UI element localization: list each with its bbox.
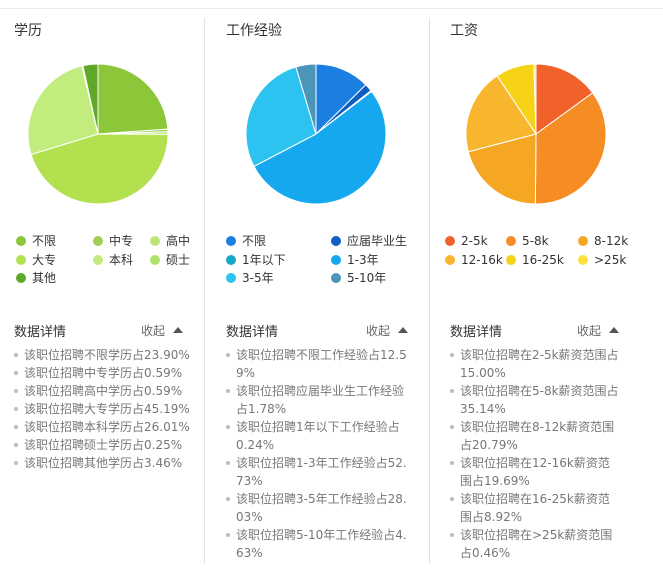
pie-slice[interactable]: [97, 63, 169, 135]
legend-marker-icon: [150, 254, 160, 265]
legend-label: 本科: [109, 252, 134, 267]
detail-item: 该职位招聘不限工作经验占12.59%: [226, 346, 408, 382]
pie-slice[interactable]: [467, 133, 537, 205]
detail-item: 该职位招聘其他学历占3.46%: [14, 454, 190, 472]
legend-label: 高中: [166, 234, 191, 248]
legend-marker-icon: [16, 254, 26, 265]
legend-label: 其他: [32, 271, 57, 285]
detail-header: 数据详情 收起: [226, 321, 411, 340]
legend-marker-icon: [93, 254, 103, 265]
detail-item: 该职位招聘在12-16k薪资范围占19.69%: [450, 454, 620, 490]
column-divider: [429, 18, 430, 564]
legend-marker-icon: [506, 254, 516, 265]
detail-item: 该职位招聘在8-12k薪资范围占20.79%: [450, 418, 620, 454]
salary-pie-chart: [465, 63, 607, 205]
detail-title: 数据详情: [14, 325, 67, 340]
legend-marker-icon: [16, 273, 26, 283]
education-pie-chart: [27, 63, 169, 205]
legend-marker-icon: [578, 236, 588, 246]
legend-label: 应届毕业生: [347, 234, 408, 248]
legend-label: 1-3年: [347, 252, 379, 267]
legend-marker-icon: [93, 236, 103, 246]
legend-label: >25k: [594, 252, 627, 267]
collapse-button[interactable]: 收起: [366, 324, 391, 338]
pie-slice[interactable]: [535, 63, 594, 135]
pie-slice[interactable]: [82, 63, 99, 135]
detail-item: 该职位招聘在>25k薪资范围占0.46%: [450, 526, 620, 562]
legend-marker-icon: [226, 254, 236, 265]
detail-item: 该职位招聘在5-8k薪资范围占35.14%: [450, 382, 620, 418]
detail-item: 该职位招聘不限学历占23.90%: [14, 346, 190, 364]
section-title: 工资: [450, 23, 478, 39]
collapse-button[interactable]: 收起: [141, 324, 166, 338]
legend-marker-icon: [445, 236, 455, 246]
detail-header: 数据详情 收起: [450, 321, 630, 340]
detail-item: 该职位招聘中专学历占0.59%: [14, 364, 190, 382]
legend-marker-icon: [506, 236, 516, 246]
experience-pie-chart: [245, 63, 387, 205]
section-title: 工作经验: [226, 23, 282, 39]
legend-label: 16-25k: [522, 252, 564, 267]
detail-item: 该职位招聘硕士学历占0.25%: [14, 436, 190, 454]
top-divider: [0, 8, 663, 9]
pie-slice[interactable]: [253, 90, 387, 205]
legend-marker-icon: [578, 254, 588, 265]
pie-slice[interactable]: [27, 65, 99, 156]
detail-item: 该职位招聘本科学历占26.01%: [14, 418, 190, 436]
legend-marker-icon: [226, 236, 236, 246]
pie-slice[interactable]: [533, 63, 537, 135]
salary-section: 工资 2-5k 5-8k 8-12k 12-16k 16-25k >25k 数据详情 收起…: [445, 0, 650, 568]
collapse-button[interactable]: 收起: [577, 324, 602, 338]
detail-item: 该职位招聘1年以下工作经验占0.24%: [226, 418, 408, 454]
detail-list: 该职位招聘不限学历占23.90% 该职位招聘中专学历占0.59% 该职位招聘高中学历…: [14, 346, 190, 472]
experience-section: 工作经验 不限 应届毕业生 1年以下 1-3年 3-5年 5-10年 数据详情 收起 该职…: [226, 0, 421, 568]
legend-marker-icon: [331, 254, 341, 265]
legend-label: 8-12k: [594, 234, 629, 248]
detail-item: 该职位招聘在2-5k薪资范围占15.00%: [450, 346, 620, 382]
education-section: 学历 不限 中专 高中大专 本科 硕士其他 数据详情 收起 该职位招聘不限学历占23.9…: [14, 0, 199, 568]
section-title: 学历: [14, 23, 42, 39]
detail-list: 该职位招聘在2-5k薪资范围占15.00% 该职位招聘在5-8k薪资范围占35.1…: [450, 346, 620, 562]
legend-label: 5-8k: [522, 234, 549, 248]
column-divider: [204, 18, 205, 564]
caret-up-icon[interactable]: [398, 327, 408, 333]
detail-item: 该职位招聘高中学历占0.59%: [14, 382, 190, 400]
detail-header: 数据详情 收起: [14, 321, 189, 340]
legend-marker-icon: [226, 273, 236, 283]
legend-label: 大专: [32, 252, 57, 267]
detail-item: 该职位招聘1-3年工作经验占52.73%: [226, 454, 408, 490]
detail-title: 数据详情: [226, 325, 279, 340]
legend-label: 12-16k: [461, 252, 503, 267]
legend-marker-icon: [331, 273, 341, 283]
detail-item: 该职位招聘大专学历占45.19%: [14, 400, 190, 418]
pie-slice[interactable]: [534, 92, 607, 205]
legend-label: 2-5k: [461, 234, 488, 248]
legend-marker-icon: [445, 254, 455, 265]
pie-slice[interactable]: [295, 63, 317, 135]
legend-label: 5-10年: [347, 271, 387, 285]
pie-slice[interactable]: [30, 133, 169, 205]
detail-item: 该职位招聘5-10年工作经验占4.63%: [226, 526, 408, 562]
legend-label: 1年以下: [242, 252, 286, 267]
legend-marker-icon: [331, 236, 341, 246]
detail-item: 该职位招聘在16-25k薪资范围占8.92%: [450, 490, 620, 526]
legend-label: 不限: [242, 234, 267, 248]
caret-up-icon[interactable]: [173, 327, 183, 333]
legend-marker-icon: [16, 236, 26, 246]
pie-slice[interactable]: [465, 75, 537, 153]
detail-item: 该职位招聘应届毕业生工作经验占1.78%: [226, 382, 408, 418]
legend-label: 不限: [32, 234, 57, 248]
legend-marker-icon: [150, 236, 160, 246]
detail-title: 数据详情: [450, 325, 503, 340]
detail-list: 该职位招聘不限工作经验占12.59% 该职位招聘应届毕业生工作经验占1.78% 该职…: [226, 346, 408, 562]
caret-up-icon[interactable]: [609, 327, 619, 333]
pie-slice[interactable]: [245, 66, 317, 168]
detail-item: 该职位招聘3-5年工作经验占28.03%: [226, 490, 408, 526]
legend-label: 3-5年: [242, 271, 274, 285]
legend-label: 中专: [109, 234, 134, 248]
legend-label: 硕士: [166, 252, 191, 267]
